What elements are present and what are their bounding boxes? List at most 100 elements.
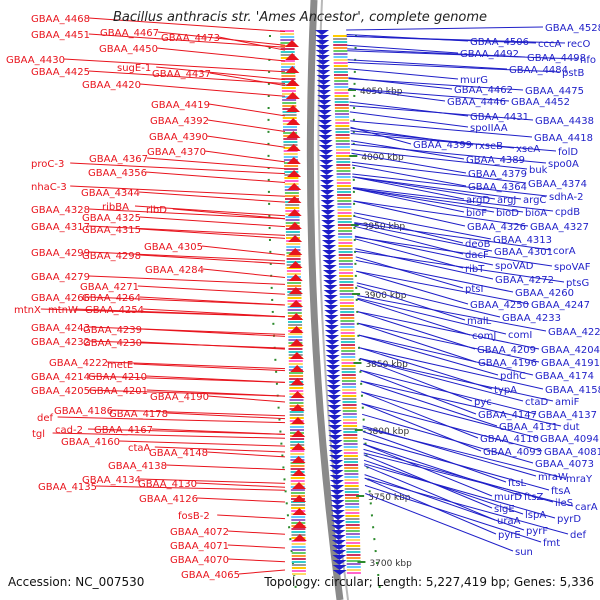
- reverse-gene-label: murG: [460, 75, 488, 86]
- reverse-gene-arrow: [316, 85, 331, 90]
- reverse-gene-label: GBAA_4093: [483, 447, 542, 458]
- reverse-gene-arrow: [318, 135, 333, 140]
- feature-track-cell: [286, 258, 301, 260]
- reverse-gene-leader: [358, 334, 534, 376]
- reverse-gene-arrow: [321, 215, 336, 220]
- feature-track-cell: [283, 153, 298, 155]
- feature-track-cell: [284, 165, 299, 167]
- feature-track-cell: [333, 59, 348, 61]
- forward-gene-arrow: [287, 170, 302, 177]
- feature-track-cell: [346, 572, 361, 574]
- reverse-gene-label: sun: [515, 547, 533, 558]
- reverse-gene-arrow: [332, 570, 347, 575]
- forward-gene-label: GBAA_4451: [31, 30, 90, 41]
- reverse-gene-leader: [349, 105, 534, 121]
- feature-track-cell: [340, 326, 355, 328]
- feature-track-cell: [336, 164, 351, 166]
- feature-track-cell: [289, 402, 304, 404]
- feature-track-cell: [335, 113, 349, 115]
- feature-track-cell: [343, 428, 358, 430]
- forward-gene-arrow: [290, 391, 305, 398]
- feature-track-cell: [336, 185, 351, 187]
- feature-track-cell: [336, 176, 351, 178]
- feature-track-cell: [337, 218, 352, 220]
- feature-track-cell: [339, 290, 354, 292]
- forward-gene-label: GBAA_4419: [151, 100, 210, 111]
- feature-track-cell: [286, 261, 301, 263]
- feature-track-cell: [340, 320, 355, 322]
- forward-gene-label: GBAA_4201: [89, 386, 148, 397]
- forward-gene-leader: [139, 228, 286, 239]
- feature-track-cell: [291, 555, 306, 557]
- forward-gene-leader: [111, 409, 286, 417]
- forward-gene-label: GBAA_4130: [138, 479, 197, 490]
- forward-gene-arrow: [289, 326, 304, 333]
- feature-track-cell: [344, 494, 359, 496]
- reverse-gene-arrow: [332, 545, 347, 550]
- feature-track-cell: [338, 236, 353, 238]
- feature-track-cell: [285, 222, 300, 224]
- feature-track-cell: [345, 500, 360, 502]
- reverse-gene-arrow: [321, 235, 336, 240]
- feature-track-cell: [335, 146, 350, 148]
- reverse-gene-leader: [355, 256, 464, 289]
- feature-track-cell: [333, 44, 348, 46]
- forward-gene-label: GBAA_4230: [83, 338, 142, 349]
- feature-track-cell: [346, 560, 361, 562]
- feature-track-cell: [292, 573, 306, 575]
- feature-track-cell: [281, 90, 296, 92]
- feature-track-cell: [289, 399, 304, 401]
- forward-gene-leader: [204, 150, 286, 163]
- reverse-gene-arrow: [329, 465, 344, 470]
- forward-gene-leader: [134, 205, 286, 217]
- feature-track-cell: [291, 561, 306, 563]
- feature-track-cell: [334, 101, 349, 103]
- feature-track-cell: [290, 453, 305, 455]
- reverse-gene-arrow: [322, 270, 337, 275]
- feature-track-cell: [282, 117, 297, 119]
- feature-track-cell: [341, 356, 356, 358]
- reverse-gene-leader: [351, 152, 467, 174]
- feature-track-cell: [346, 551, 361, 553]
- reverse-gene-arrow: [330, 485, 345, 490]
- forward-gene-label: tgl: [32, 429, 45, 440]
- reverse-gene-arrow: [322, 245, 337, 250]
- forward-gene-label: GBAA_4430: [6, 55, 65, 66]
- forward-gene-label: mtnX: [14, 305, 41, 316]
- reverse-gene-label: GBAA_4438: [535, 116, 594, 127]
- reverse-gene-label: comI: [508, 330, 532, 341]
- feature-track-cell: [342, 392, 357, 394]
- reverse-gene-arrow: [319, 170, 334, 175]
- feature-track-cell: [340, 338, 355, 340]
- feature-track-cell: [343, 431, 358, 433]
- reverse-gene-arrow: [328, 450, 343, 455]
- reverse-gene-arrow: [330, 505, 345, 510]
- feature-track-cell: [345, 497, 359, 499]
- reverse-gene-label: dacF: [465, 250, 489, 261]
- reverse-gene-leader: [347, 44, 459, 54]
- reverse-gene-arrow: [317, 105, 332, 110]
- scale-label: 4000 kbp: [361, 153, 404, 163]
- reverse-gene-label: GBAA_4191: [541, 358, 600, 369]
- forward-gene-leader: [139, 296, 286, 306]
- reverse-gene-arrow: [331, 520, 346, 525]
- reverse-gene-arrow: [326, 390, 341, 395]
- reverse-gene-arrow: [325, 360, 340, 365]
- feature-track-cell: [346, 545, 361, 547]
- reverse-gene-label: pdhC: [500, 371, 526, 382]
- scale-label: 3750 kbp: [368, 493, 411, 503]
- feature-track-cell: [290, 456, 305, 458]
- reverse-gene-label: nfo: [580, 55, 596, 66]
- forward-gene-leader: [139, 83, 286, 97]
- reverse-gene-arrow: [331, 540, 346, 545]
- feature-track-cell: [289, 375, 304, 377]
- feature-track-cell: [339, 299, 354, 301]
- feature-track-cell: [343, 434, 358, 436]
- reverse-gene-label: cccA: [538, 39, 561, 50]
- reverse-gene-label: spoVAF: [554, 262, 591, 273]
- feature-track-cell: [346, 554, 361, 556]
- reverse-gene-leader: [350, 120, 533, 138]
- feature-track-cell: [335, 116, 350, 118]
- feature-track-cell: [285, 204, 300, 206]
